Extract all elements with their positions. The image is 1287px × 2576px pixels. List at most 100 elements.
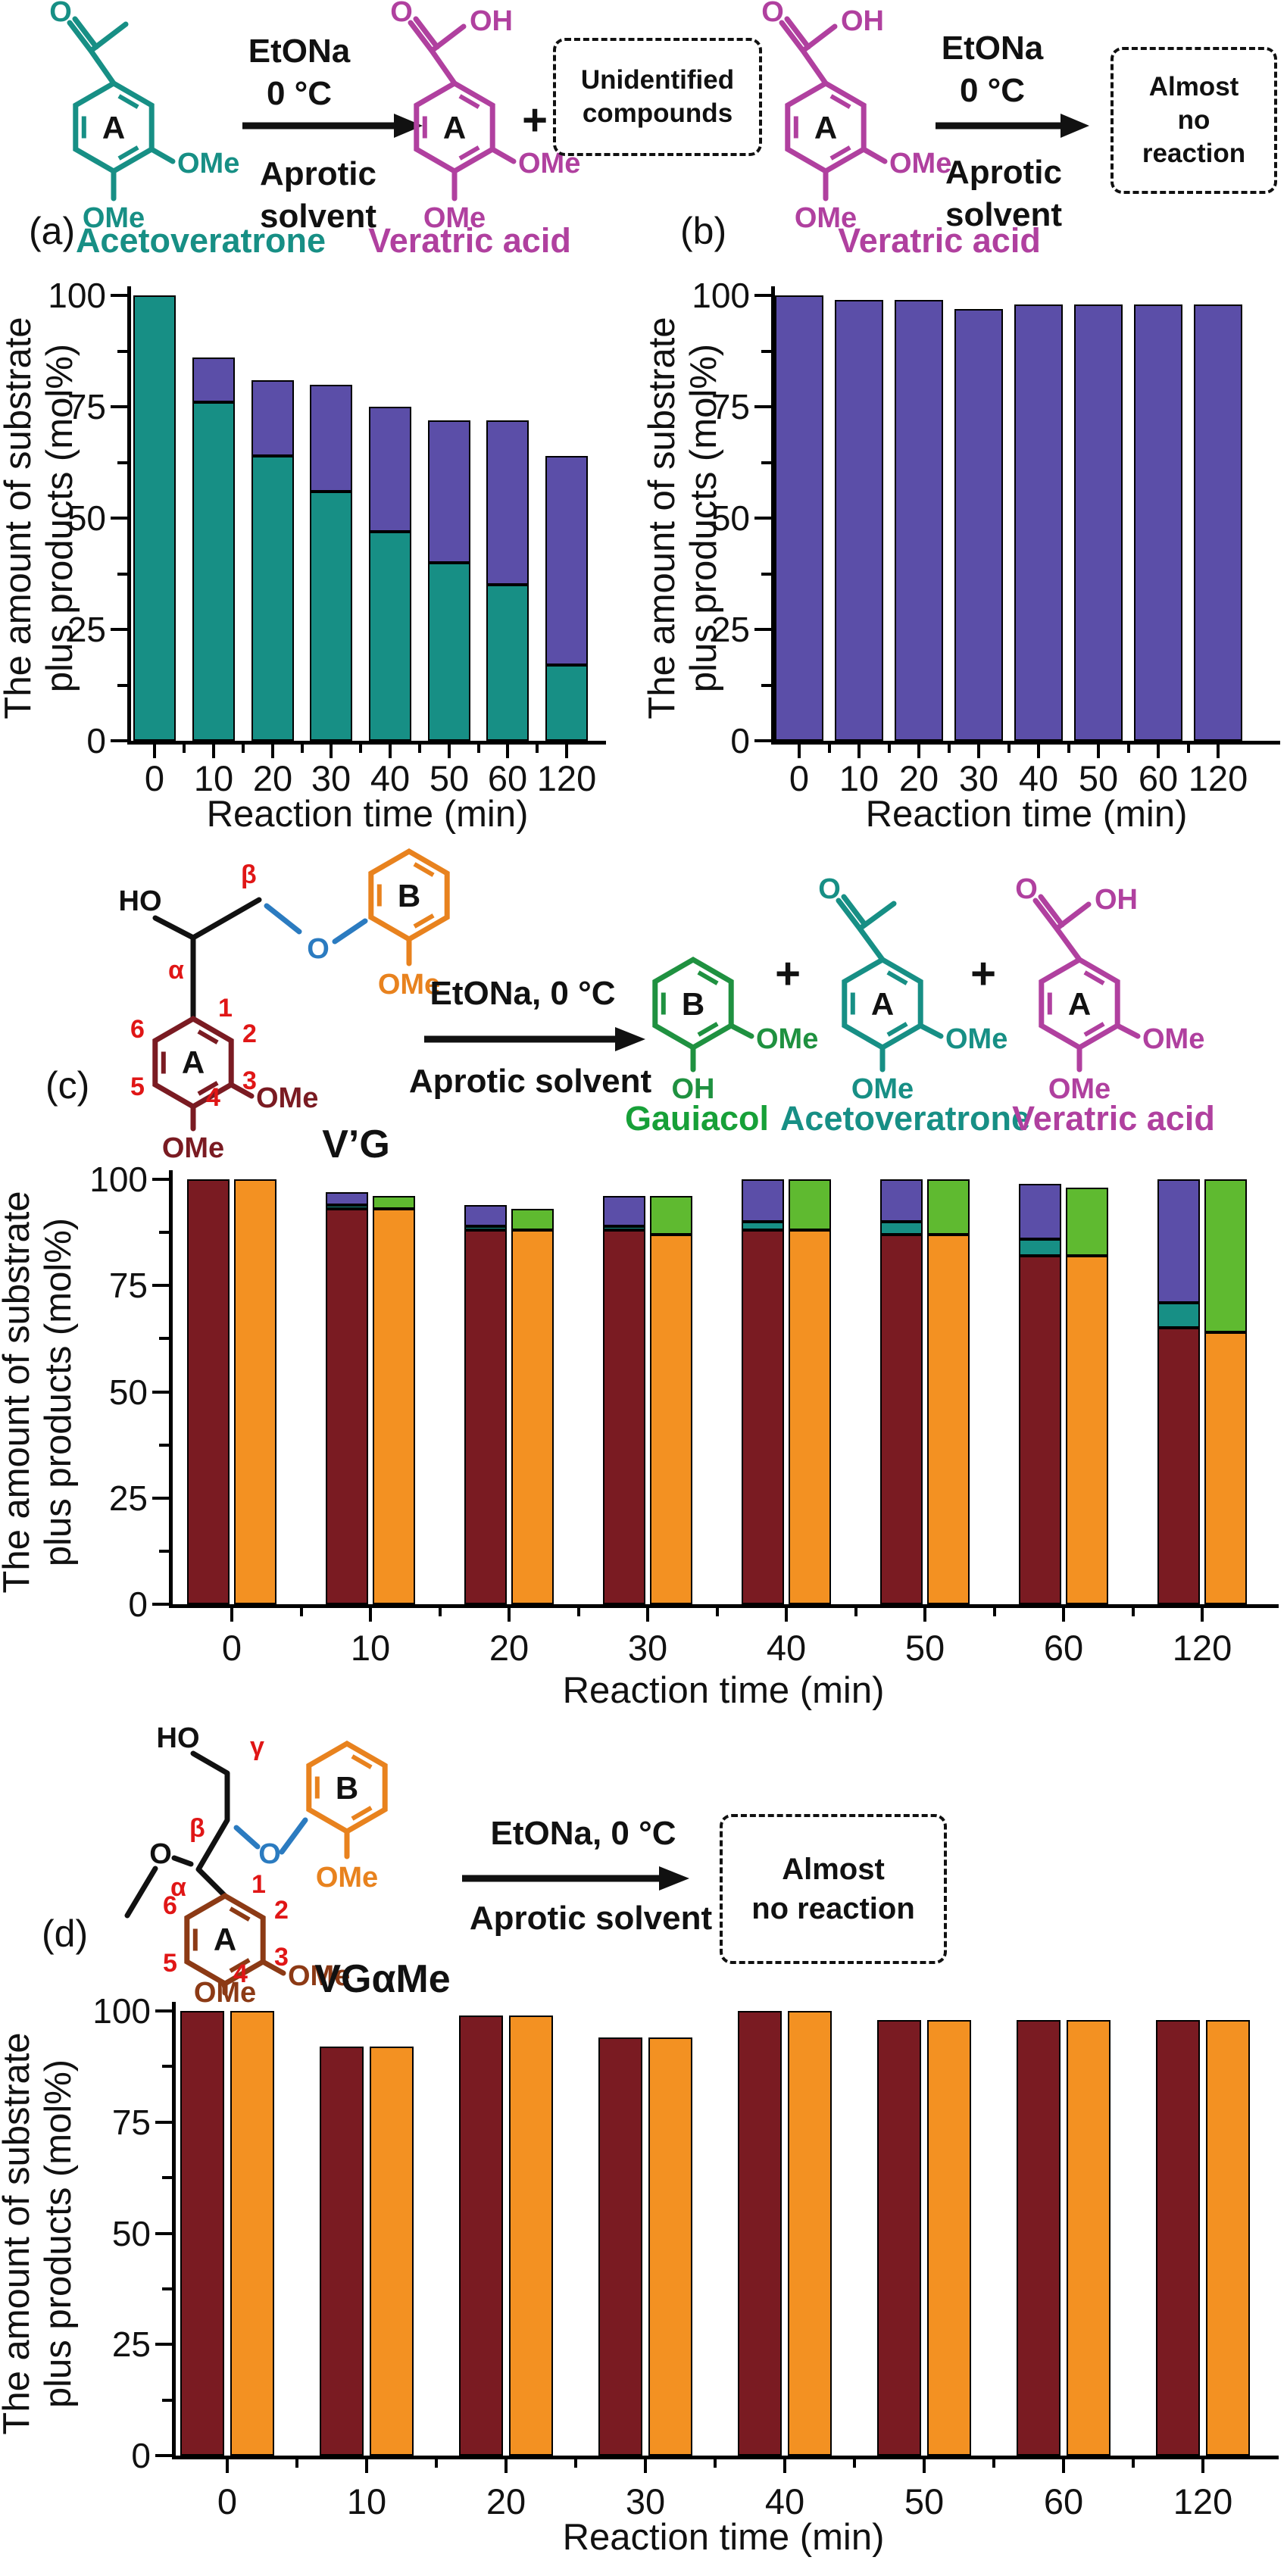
- bar-segment-veratric-acid: [835, 299, 883, 741]
- x-axis-line: [171, 2456, 1279, 2459]
- x-major-tick: [646, 1608, 649, 1622]
- ome-label: OMe: [83, 202, 145, 234]
- y-major-tick: [155, 2231, 172, 2235]
- ome-label: OMe: [795, 202, 857, 234]
- bar-segment-vg-me: [370, 2046, 414, 2456]
- box-line: Almost: [782, 1853, 885, 1886]
- carbonyl-o-label: O: [761, 0, 784, 28]
- bar-segment-acetoveratrone: [192, 402, 235, 741]
- bar-segment-vg-me: [1017, 2019, 1061, 2456]
- y-axis-label-line2: plus products (mol%): [683, 343, 724, 693]
- x-major-tick: [226, 2459, 229, 2473]
- plus-sign: +: [775, 949, 801, 998]
- arrowhead-icon: [394, 114, 423, 138]
- bar-segment-v-g: [927, 1234, 970, 1604]
- y-minor-tick: [159, 1231, 169, 1235]
- bar-segment-vg-me: [1206, 2019, 1250, 2456]
- acetoveratrone-name: Acetoveratrone: [780, 1099, 1030, 1138]
- bar-segment-acetoveratrone: [1157, 1302, 1200, 1329]
- bar-segment-acetoveratrone: [326, 1204, 368, 1210]
- y-tick-label: 50: [67, 498, 106, 538]
- bar-segment-vg-me: [459, 2015, 503, 2456]
- scheme-d: HO γ β O OMe B O α OMe OMe A 1 2: [42, 1722, 712, 2009]
- x-minor-tick: [300, 745, 304, 753]
- x-major-tick: [1062, 1608, 1065, 1622]
- x-minor-tick: [574, 2459, 577, 2468]
- y-minor-tick: [117, 461, 127, 464]
- y-major-tick: [754, 628, 771, 631]
- bar-segment-acetoveratrone: [603, 1226, 645, 1231]
- ring-pos-5: 5: [163, 1949, 177, 1978]
- y-major-tick: [152, 1390, 169, 1394]
- x-tick-label: 10: [193, 758, 234, 798]
- y-major-tick: [754, 517, 771, 520]
- veratric-acid-structure: O OH OMe OMe A Veratric acid: [368, 0, 580, 260]
- x-axis-label: Reaction time (min): [865, 794, 1188, 835]
- conditions-label: EtONa, 0 °C: [491, 1815, 676, 1852]
- x-minor-tick: [1132, 2459, 1135, 2468]
- almost-no-reaction-box-b: Almost no reaction: [1111, 47, 1277, 194]
- x-tick-label: 60: [487, 758, 528, 798]
- methoxy-o-label: O: [149, 1838, 172, 1870]
- x-tick-label: 30: [625, 2481, 666, 2521]
- x-tick-label: 0: [144, 758, 165, 798]
- x-minor-tick: [242, 745, 245, 753]
- x-minor-tick: [1007, 745, 1011, 753]
- y-axis-label-line2: plus products (mol%): [38, 2059, 79, 2409]
- x-major-tick: [330, 745, 333, 758]
- x-tick-label: 0: [789, 758, 810, 798]
- bar-segment-veratric-acid: [1194, 304, 1242, 741]
- x-tick-label: 40: [370, 758, 411, 798]
- bar-segment-gauiacol: [1204, 1179, 1247, 1332]
- bar-segment-acetoveratrone: [369, 531, 411, 741]
- acetoveratrone-structure: O OMe OMe A Acetoveratrone: [49, 0, 326, 260]
- ring-a-letter: A: [443, 110, 466, 145]
- y-tick-label: 75: [108, 1266, 148, 1306]
- vgame-name: VGαMe: [314, 1957, 450, 2001]
- y-tick-label: 25: [111, 2325, 151, 2365]
- arrowhead-icon: [659, 1866, 689, 1891]
- x-minor-tick: [438, 1608, 442, 1616]
- box-line: reaction: [1142, 139, 1246, 168]
- bar-segment-gauiacol: [373, 1196, 415, 1210]
- x-major-tick: [389, 745, 392, 758]
- y-axis-label: The amount of substrate plus products (m…: [0, 1191, 80, 1593]
- y-tick-label: 75: [711, 387, 750, 426]
- bar-segment-vg-me: [927, 2019, 971, 2456]
- panel-b-label: (b): [680, 210, 726, 252]
- x-tick-label: 20: [486, 2481, 526, 2521]
- reaction-conditions-a: EtONa 0 °C Aprotic solvent: [242, 33, 423, 235]
- y-major-tick: [155, 2454, 172, 2457]
- box-line: compounds: [582, 98, 733, 128]
- bar-segment-gauiacol: [650, 1196, 692, 1235]
- x-tick-label: 20: [489, 1628, 529, 1668]
- oh-label: OH: [1095, 884, 1138, 916]
- panel-c-label: (c): [45, 1064, 89, 1107]
- y-major-tick: [111, 405, 127, 408]
- ome-label: OMe: [256, 1082, 318, 1114]
- x-major-tick: [448, 745, 451, 758]
- y-tick-label: 50: [711, 498, 750, 538]
- bar-segment-veratric-acid: [310, 384, 352, 492]
- bar-segment-v-g: [1066, 1255, 1108, 1604]
- y-tick-label: 100: [48, 276, 106, 315]
- solvent-label: Aprotic solvent: [409, 1063, 652, 1100]
- unidentified-compounds-box: Unidentified compounds: [553, 38, 762, 156]
- ho-label: HO: [119, 885, 162, 917]
- ring-a-letter: A: [814, 110, 837, 145]
- x-tick-label: 50: [429, 758, 470, 798]
- ome-label: OMe: [177, 148, 239, 180]
- ring-pos-2: 2: [274, 1896, 289, 1925]
- bar-segment-veratric-acid: [251, 379, 294, 456]
- bar-segment-v-g: [603, 1230, 645, 1604]
- y-axis-label-line2: plus products (mol%): [38, 1217, 79, 1567]
- x-tick-label: 0: [217, 2481, 238, 2521]
- x-major-tick: [1062, 2459, 1065, 2473]
- y-axis-label-line2: plus products (mol%): [39, 343, 80, 693]
- scheme-c: HO β O OMe B α OMe OMe A 1 2 3 4: [45, 833, 1215, 1166]
- ring-pos-6: 6: [130, 1015, 145, 1044]
- bar-segment-v-g: [464, 1230, 507, 1604]
- y-axis-label: The amount of substrate plus products (m…: [0, 317, 81, 719]
- x-minor-tick: [853, 2459, 856, 2468]
